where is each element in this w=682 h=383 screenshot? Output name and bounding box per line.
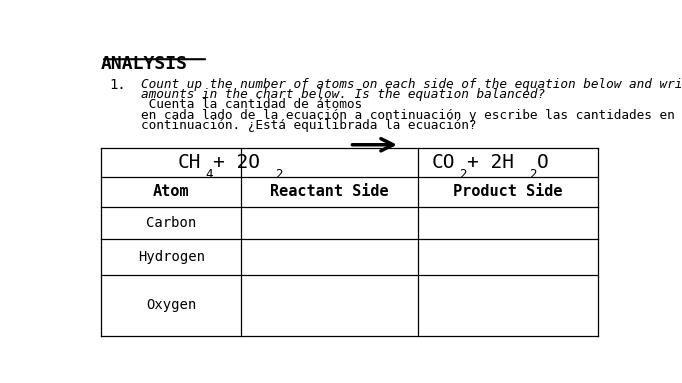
Text: 2: 2 <box>276 169 283 181</box>
Text: Reactant Side: Reactant Side <box>270 185 389 200</box>
Text: 2: 2 <box>529 169 537 181</box>
Text: CH: CH <box>178 153 201 172</box>
Text: O: O <box>537 153 549 172</box>
Text: Oxygen: Oxygen <box>146 298 196 313</box>
Text: 1.: 1. <box>109 77 125 92</box>
Text: 2: 2 <box>459 169 466 181</box>
Text: continuación. ¿Está equilibrada la ecuación?: continuación. ¿Está equilibrada la ecuac… <box>140 119 476 132</box>
Text: Count up the number of atoms on each side of the equation below and write the: Count up the number of atoms on each sid… <box>140 77 682 90</box>
Text: Hydrogen: Hydrogen <box>138 250 205 264</box>
Text: Cuenta la cantidad de átomos: Cuenta la cantidad de átomos <box>140 98 362 111</box>
Text: CO: CO <box>432 153 455 172</box>
Text: Carbon: Carbon <box>146 216 196 230</box>
Text: ANALYSIS: ANALYSIS <box>101 56 188 74</box>
Text: amounts in the chart below. Is the equation balanced?: amounts in the chart below. Is the equat… <box>140 88 545 101</box>
Text: + 2H: + 2H <box>467 153 514 172</box>
Text: + 2O: + 2O <box>213 153 260 172</box>
Text: Product Side: Product Side <box>454 185 563 200</box>
Text: 4: 4 <box>205 169 213 181</box>
Text: en cada lado de la ecuación a continuación y escribe las cantidades en la tabla : en cada lado de la ecuación a continuaci… <box>140 109 682 122</box>
Text: Atom: Atom <box>153 185 190 200</box>
